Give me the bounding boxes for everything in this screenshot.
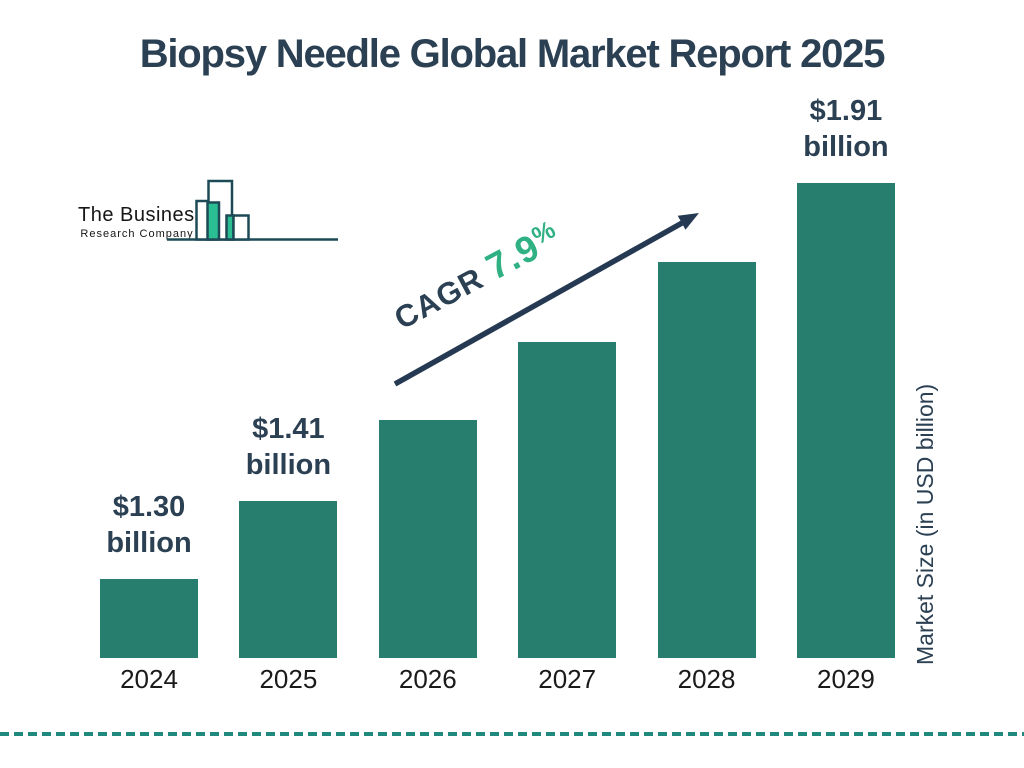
bar-chart-logo-icon [167,179,338,241]
bar-chart: $1.30 billion 2024 $1.41 billion 2025 2026 2027… [100,0,895,700]
year-label-2028: 2028 [677,663,736,694]
bar-column-2026: 2026 [378,420,477,700]
page-title: Biopsy Needle Global Market Report 2025 [139,32,886,76]
logo-subname: Research Company [80,228,194,240]
bar-2025 [239,501,338,658]
year-label-2026: 2026 [398,663,457,694]
bottom-dashed-line [0,732,1024,736]
year-label-2027: 2027 [538,663,597,694]
cagr-trend-arrow-icon [393,213,699,387]
year-label-2025: 2025 [259,663,318,694]
y-axis-label: Market Size (in USD billion) [912,383,938,665]
bar-2027 [518,342,617,658]
bar-column-2024: $1.30 billion 2024 [100,489,198,701]
bar-2028 [657,262,756,658]
value-label-2024: $1.30 billion [106,490,192,559]
value-label-2029: $1.91 billion [803,94,889,163]
year-label-2024: 2024 [120,663,178,694]
value-label-2025: $1.41 billion [245,412,332,481]
company-logo: The Business Research Company [78,178,344,248]
bar-2026 [378,420,477,658]
year-label-2029: 2029 [817,663,875,694]
bar-column-2029: $1.91 billion 2029 [796,93,895,701]
logo-name: The Business [78,204,206,226]
bar-column-2028: 2028 [657,262,756,700]
bar-column-2025: $1.41 billion 2025 [239,411,338,701]
bar-column-2027: 2027 [518,342,617,700]
bar-2029 [796,183,895,658]
logo-text: The Business Research Company [78,204,206,240]
bar-2024 [100,579,198,658]
